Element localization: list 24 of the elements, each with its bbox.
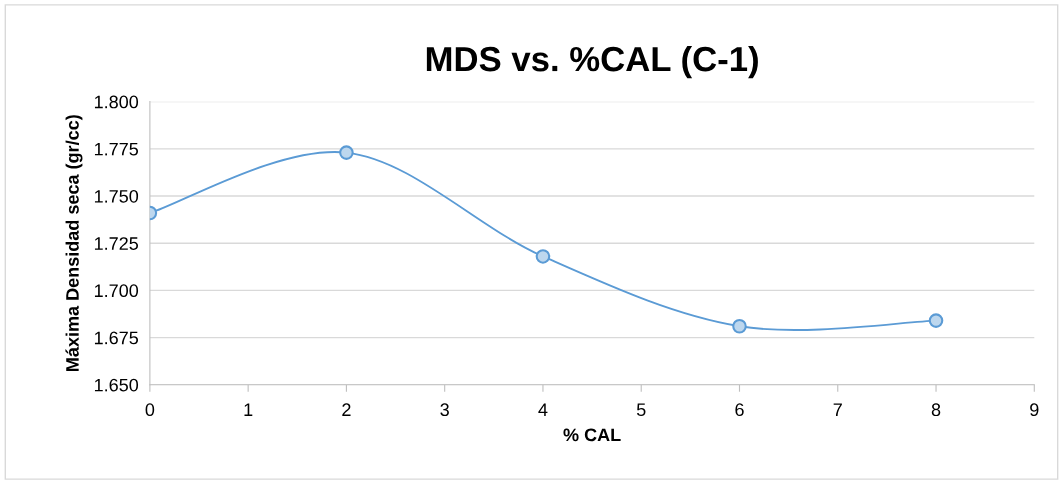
y-tick-label: 1.700: [94, 284, 139, 298]
point: [339, 145, 354, 160]
x-tick-label: 6: [735, 403, 744, 417]
y-tick-label: 1.675: [94, 331, 139, 345]
y-tick-label: 1.750: [94, 189, 139, 203]
x-tick-label: 9: [1030, 403, 1039, 417]
y-tick-label: 1.775: [94, 142, 139, 156]
x-tick-label: 5: [636, 403, 646, 417]
point: [732, 318, 747, 334]
x-tick-label: 1: [244, 403, 253, 416]
x-tick-label: 3: [440, 403, 449, 417]
chart-title: MDS vs. %CAL (C-1): [426, 45, 758, 79]
x-tick-label: 8: [931, 403, 941, 417]
x-tick-label: 4: [538, 403, 548, 416]
y-tick-label: 1.800: [94, 95, 139, 109]
x-tick-label: 0: [145, 403, 155, 417]
x-axis-title: % CAL: [563, 428, 621, 442]
y-axis-title: Máxima Densidad seca (gr/cc): [65, 115, 83, 371]
x-tick-label: 7: [833, 403, 842, 416]
y-tick-label: 1.725: [94, 237, 139, 250]
x-tick-label: 2: [342, 403, 351, 416]
y-tick-label: 1.650: [94, 378, 139, 392]
point: [928, 313, 944, 328]
point: [535, 249, 551, 264]
